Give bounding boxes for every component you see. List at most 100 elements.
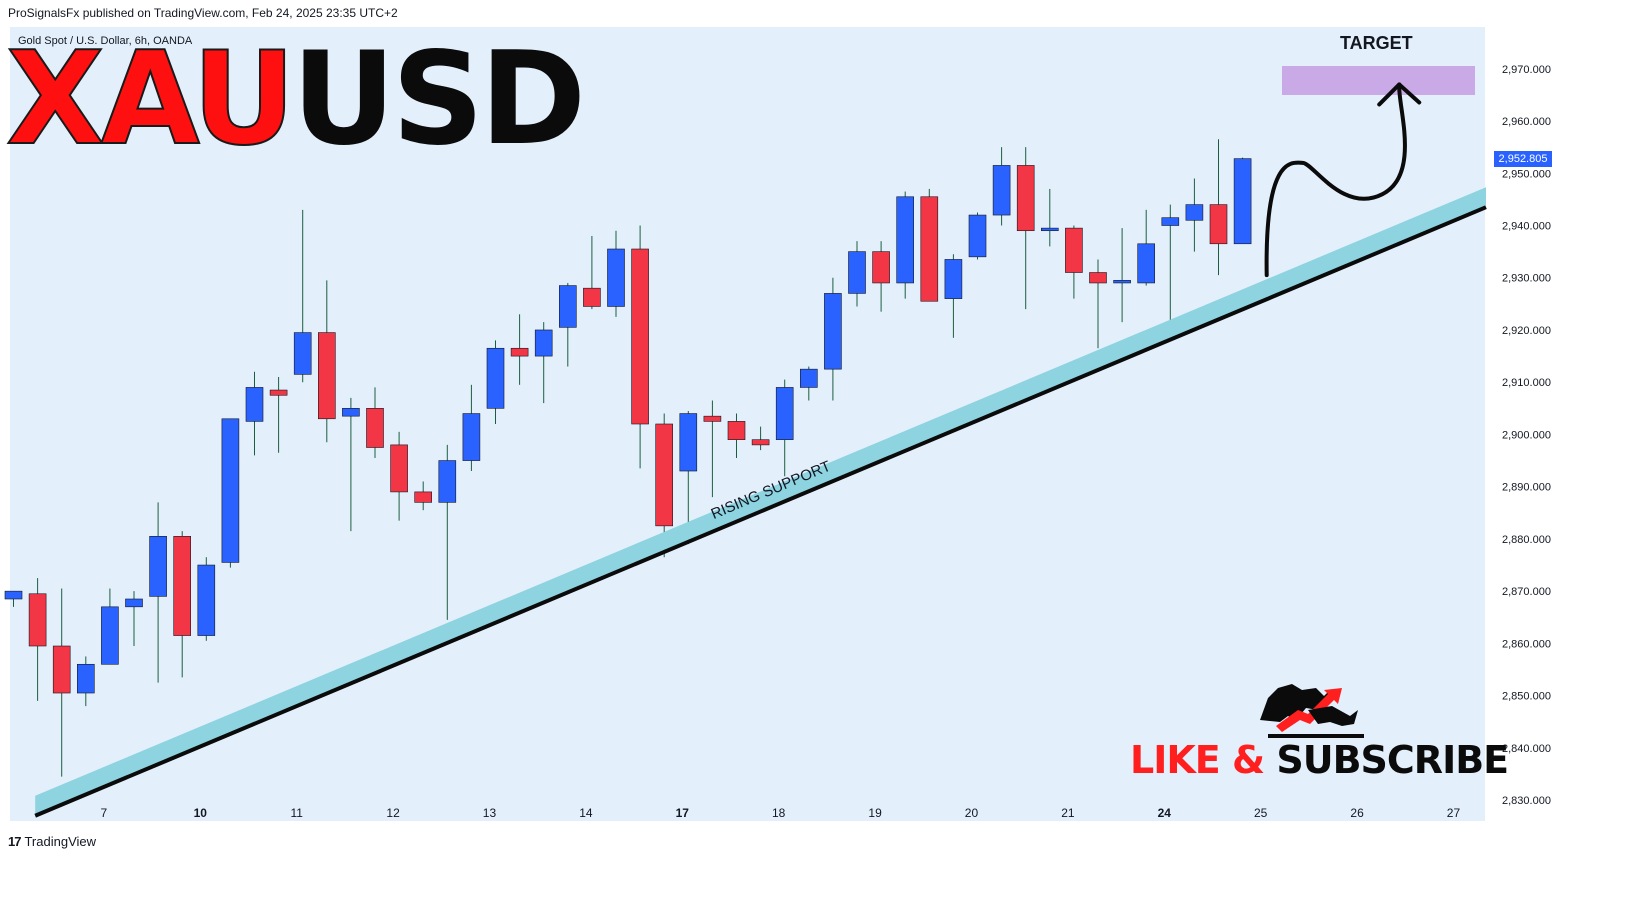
candle-body <box>534 329 553 357</box>
candle-body <box>775 387 794 440</box>
candle <box>221 418 240 568</box>
candle <box>486 340 505 424</box>
candle-body <box>1113 280 1131 284</box>
y-tick-label: 2,860.000 <box>1502 638 1551 650</box>
footer-brand-label: TradingView <box>24 834 97 849</box>
x-tick-label: 12 <box>386 806 400 820</box>
projection-curve <box>1264 82 1407 278</box>
candle <box>149 502 167 683</box>
x-tick-label: 14 <box>579 806 593 820</box>
candle-body <box>269 389 288 396</box>
candle <box>125 591 143 647</box>
candle <box>28 578 47 701</box>
candle <box>583 235 601 310</box>
target-zone <box>1282 66 1475 95</box>
support-line <box>34 205 1487 818</box>
candle-body <box>28 593 47 647</box>
candle-body <box>1137 243 1155 284</box>
candle <box>438 444 457 620</box>
candle <box>342 397 360 532</box>
candle-body <box>558 285 577 328</box>
candle <box>872 241 890 312</box>
candle-body <box>751 439 770 446</box>
candle <box>101 588 119 665</box>
candle-body <box>125 598 143 608</box>
x-tick-label: 27 <box>1447 806 1461 820</box>
candle-body <box>799 368 818 388</box>
candle-body <box>1233 158 1252 245</box>
candle <box>197 557 216 641</box>
bull-bear-icon <box>1260 684 1330 722</box>
candle-body <box>944 259 963 299</box>
candle-body <box>1185 204 1204 221</box>
candle <box>1137 209 1155 286</box>
bull-bear-logo <box>1260 684 1364 738</box>
candle-body <box>462 413 481 461</box>
candle-body <box>293 332 312 375</box>
x-tick-label: 7 <box>101 806 108 820</box>
candle <box>968 212 987 260</box>
y-tick-labels: 2,970.000 2,960.000 2,950.000 2,940.000 2,93… <box>1502 64 1551 807</box>
candle <box>1041 188 1059 247</box>
projection-arrowhead <box>1377 82 1422 107</box>
symbol-label: Gold Spot / U.S. Dollar, 6h, OANDA <box>18 35 193 47</box>
candle <box>52 588 71 777</box>
candle-body <box>727 421 746 440</box>
y-tick-label: 2,910.000 <box>1502 377 1551 389</box>
rising-support-layer: RISING SUPPORT <box>34 187 1487 818</box>
candle <box>920 188 939 302</box>
candle <box>510 314 529 385</box>
candle-body <box>342 408 360 417</box>
candle <box>173 531 191 678</box>
x-tick-label: 21 <box>1061 806 1075 820</box>
candle <box>896 191 915 299</box>
x-tick-label: 13 <box>483 806 497 820</box>
candle-body <box>1065 227 1083 273</box>
x-tick-label: 26 <box>1350 806 1364 820</box>
candle <box>414 481 433 511</box>
y-tick-label: 2,900.000 <box>1502 429 1551 441</box>
candle-body <box>101 606 119 665</box>
candle-body <box>992 165 1011 216</box>
title-black-part: USD <box>291 25 586 174</box>
candle-body <box>607 248 625 307</box>
candle-body <box>245 387 264 422</box>
x-tick-label: 11 <box>290 806 303 820</box>
y-tick-label: 2,970.000 <box>1502 64 1551 76</box>
y-tick-label: 2,840.000 <box>1502 743 1551 755</box>
candle <box>462 384 481 472</box>
candle-body <box>1209 204 1228 245</box>
x-tick-labels: 7 10 11 12 13 14 17 18 19 20 21 24 25 26 27 <box>101 806 1461 820</box>
title-red-part: XAU <box>5 25 297 174</box>
candle <box>607 230 625 317</box>
x-tick-label: 25 <box>1254 806 1268 820</box>
candle <box>1016 147 1035 310</box>
candle <box>992 147 1011 226</box>
like-text: LIKE & <box>1130 738 1265 782</box>
x-tick-label: 18 <box>772 806 786 820</box>
candle-body <box>4 590 23 600</box>
published-header: ProSignalsFx published on TradingView.co… <box>8 6 398 20</box>
candle <box>269 376 288 453</box>
candle-body <box>583 287 601 307</box>
y-tick-label: 2,880.000 <box>1502 534 1551 546</box>
y-tick-label: 2,850.000 <box>1502 691 1551 703</box>
candle-body <box>655 423 674 527</box>
candle-body <box>1161 217 1180 226</box>
x-tick-label: 20 <box>965 806 979 820</box>
candle-body <box>631 248 649 425</box>
candle-body <box>920 196 939 302</box>
candle <box>631 225 649 469</box>
y-tick-label: 2,960.000 <box>1502 116 1551 128</box>
last-price-badge: 2,952.805 <box>1494 150 1552 167</box>
candle <box>1065 225 1083 299</box>
candle-body <box>52 645 71 694</box>
candle-body <box>149 536 167 597</box>
candle-body <box>197 564 216 636</box>
y-tick-label: 2,890.000 <box>1502 482 1551 494</box>
candle-body <box>824 293 842 370</box>
tradingview-logo-icon: 17 <box>8 834 22 849</box>
y-tick-label: 2,940.000 <box>1502 221 1551 233</box>
footer-brand[interactable]: 17 TradingView <box>8 834 96 849</box>
